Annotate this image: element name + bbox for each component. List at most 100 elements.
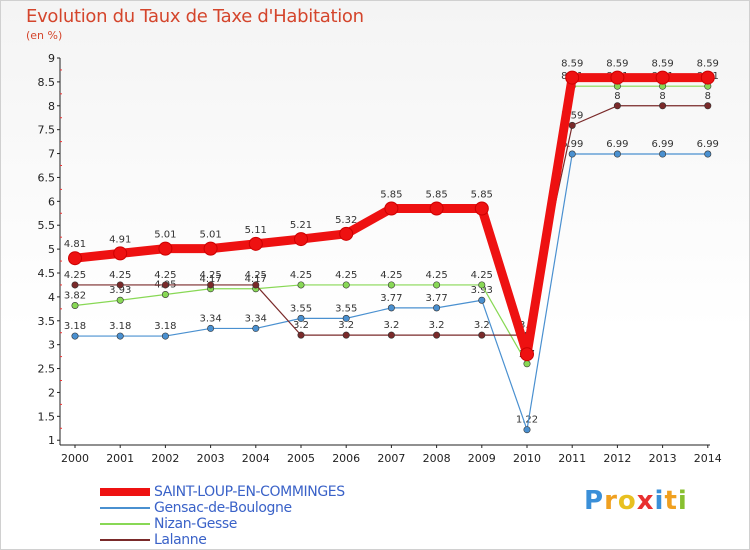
point-saint-loup [610, 70, 625, 85]
y-tick-label: 2.5 [38, 363, 56, 376]
point-lalanne [252, 281, 260, 289]
point-saint-loup [474, 201, 489, 216]
point-saint-loup [655, 70, 670, 85]
point-lalanne [478, 331, 486, 339]
point-gensac [252, 324, 260, 332]
point-lalanne [387, 331, 395, 339]
y-tick-label: 5 [48, 243, 55, 256]
series-lines [68, 70, 715, 434]
point-gensac [433, 304, 441, 312]
point-nizan [523, 360, 531, 368]
point-nizan [433, 281, 441, 289]
data-label-gensac: 3.18 [64, 321, 86, 332]
data-label-nizan: 4.25 [471, 270, 493, 281]
data-label-nizan: 4.17 [199, 274, 221, 285]
x-tick-label: 2011 [558, 452, 586, 465]
data-label-gensac: 6.99 [651, 139, 673, 150]
x-tick-label: 2010 [513, 452, 541, 465]
data-label-gensac: 3.18 [154, 321, 176, 332]
data-label-nizan: 4.25 [425, 270, 447, 281]
y-tick-label: 7.5 [38, 124, 56, 137]
data-label-gensac: 6.99 [697, 139, 719, 150]
x-tick-label: 2014 [694, 452, 722, 465]
point-saint-loup [339, 226, 354, 241]
data-label-gensac: 1.22 [516, 415, 538, 426]
y-tick-label: 3.5 [38, 315, 56, 328]
point-gensac [613, 150, 621, 158]
point-saint-loup [248, 236, 263, 251]
data-label-gensac: 3.55 [335, 303, 357, 314]
data-label-saint-loup: 5.01 [199, 230, 221, 241]
point-nizan [342, 281, 350, 289]
data-label-nizan: 3.82 [64, 290, 86, 301]
data-label-saint-loup: 8.59 [606, 59, 628, 70]
data-label-lalanne: 3.2 [474, 320, 490, 331]
data-label-saint-loup: 8.59 [651, 59, 673, 70]
data-label-gensac: 3.34 [245, 313, 267, 324]
legend-swatch-gensac [100, 507, 150, 509]
data-label-gensac: 3.34 [199, 313, 221, 324]
point-saint-loup [113, 246, 128, 261]
point-nizan [478, 281, 486, 289]
data-label-lalanne: 8 [705, 91, 711, 102]
data-label-nizan: 3.93 [109, 285, 131, 296]
point-saint-loup [68, 251, 82, 266]
legend-label-nizan: Nizan-Gesse [154, 516, 237, 532]
data-label-nizan: 4.25 [335, 270, 357, 281]
data-label-saint-loup: 5.01 [154, 230, 176, 241]
legend-swatch-saint-loup [100, 488, 150, 496]
point-lalanne [613, 102, 621, 110]
legend-label-lalanne: Lalanne [154, 532, 207, 548]
x-tick-label: 2007 [377, 452, 405, 465]
point-nizan [116, 296, 124, 304]
data-label-lalanne: 4.25 [64, 270, 86, 281]
data-label-lalanne: 4.25 [245, 270, 267, 281]
series-gensac [71, 150, 712, 434]
point-lalanne [342, 331, 350, 339]
x-tick-label: 2006 [332, 452, 360, 465]
y-tick-label: 3 [48, 339, 55, 352]
point-lalanne [161, 281, 169, 289]
series-saint-loup [68, 70, 715, 362]
data-label-gensac: 6.99 [561, 139, 583, 150]
y-tick-label: 1.5 [38, 410, 56, 423]
point-saint-loup [294, 232, 308, 247]
data-label-lalanne: 3.2 [429, 320, 445, 331]
legend-label-gensac: Gensac-de-Boulogne [154, 500, 292, 516]
legend-swatch-lalanne [100, 539, 150, 541]
y-tick-label: 6 [48, 195, 55, 208]
x-tick-label: 2002 [151, 452, 179, 465]
point-gensac [207, 324, 215, 332]
data-label-lalanne: 8 [659, 91, 665, 102]
point-saint-loup [565, 70, 580, 85]
data-label-gensac: 3.93 [471, 285, 493, 296]
chart-unit: (en %) [26, 29, 63, 42]
point-gensac [297, 314, 305, 322]
point-nizan [297, 281, 305, 289]
point-gensac [659, 150, 667, 158]
point-lalanne [704, 102, 712, 110]
series-line-saint-loup [74, 73, 708, 359]
x-tick-label: 2012 [603, 452, 631, 465]
point-nizan [387, 281, 395, 289]
point-gensac [568, 150, 576, 158]
data-label-lalanne: 3.2 [293, 320, 309, 331]
point-saint-loup [520, 347, 534, 362]
point-gensac [71, 332, 79, 340]
point-gensac [342, 314, 350, 322]
y-tick-label: 1 [48, 434, 55, 447]
y-tick-label: 8.5 [38, 76, 56, 89]
point-gensac [116, 332, 124, 340]
data-label-saint-loup: 5.85 [425, 190, 447, 201]
legend-swatch-nizan [100, 523, 150, 525]
data-label-lalanne: 4.25 [109, 270, 131, 281]
point-lalanne [659, 102, 667, 110]
point-lalanne [71, 281, 79, 289]
x-tick-label: 2009 [468, 452, 496, 465]
data-label-saint-loup: 5.11 [245, 225, 267, 236]
point-lalanne [433, 331, 441, 339]
point-nizan [161, 290, 169, 298]
data-label-saint-loup: 8.59 [697, 59, 719, 70]
